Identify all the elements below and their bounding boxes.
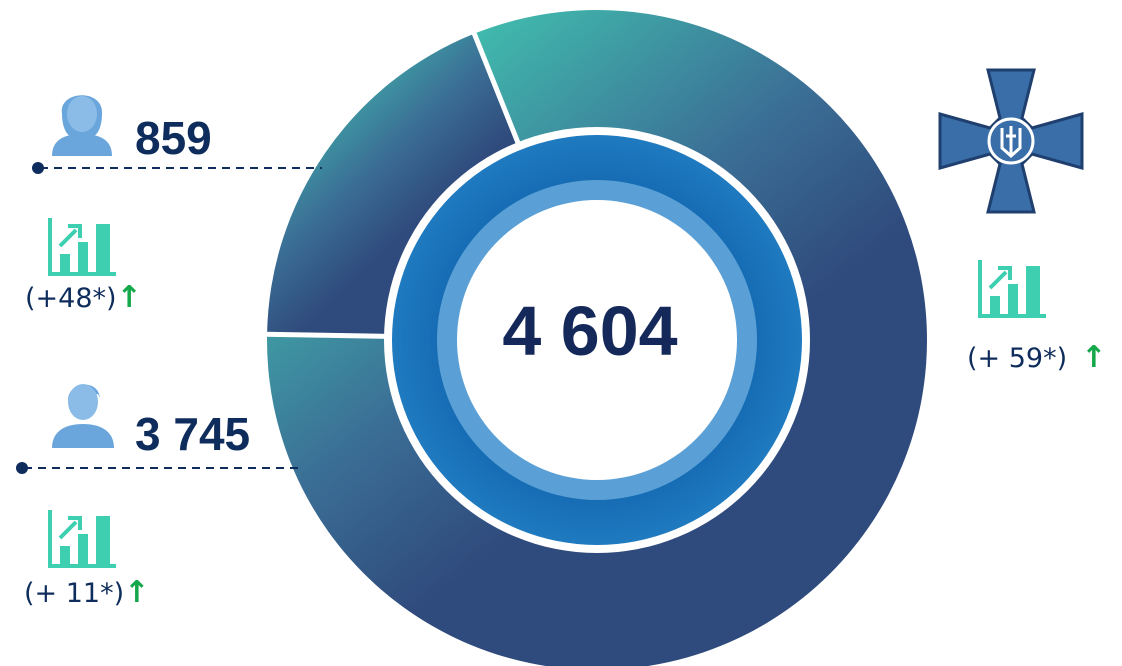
female-person-icon	[52, 95, 112, 156]
center-disc	[457, 200, 737, 480]
cross-trident-emblem-icon	[938, 68, 1084, 214]
female-count: 859	[135, 112, 212, 164]
segment-separators	[265, 30, 524, 339]
up-arrow-icon: ↑	[1081, 340, 1107, 375]
ring-segment-female	[267, 33, 521, 337]
segment-divider	[471, 30, 524, 153]
bar-chart-growth-icon	[48, 218, 116, 276]
total-change: (+ 59*) ↑	[967, 343, 1106, 373]
male-change-text: (+ 11*)	[24, 578, 125, 609]
male-change: (+ 11*)↑	[24, 578, 149, 608]
male-count: 3 745	[135, 408, 251, 460]
female-change: (+48*)↑	[25, 283, 142, 313]
up-arrow-icon: ↑	[124, 575, 150, 610]
total-change-text: (+ 59*)	[967, 343, 1068, 374]
segment-divider	[265, 331, 395, 339]
bar-chart-growth-icon	[978, 260, 1046, 318]
ring-segment-male	[267, 10, 927, 666]
leader-dot-female	[32, 162, 44, 174]
leader-dot-male	[16, 462, 28, 474]
up-arrow-icon: ↑	[116, 280, 142, 315]
bar-chart-growth-icon	[48, 510, 116, 568]
female-change-text: (+48*)	[25, 283, 117, 314]
ring-segments	[267, 10, 927, 666]
male-person-icon	[52, 384, 114, 448]
total-value: 4 604	[502, 292, 678, 370]
